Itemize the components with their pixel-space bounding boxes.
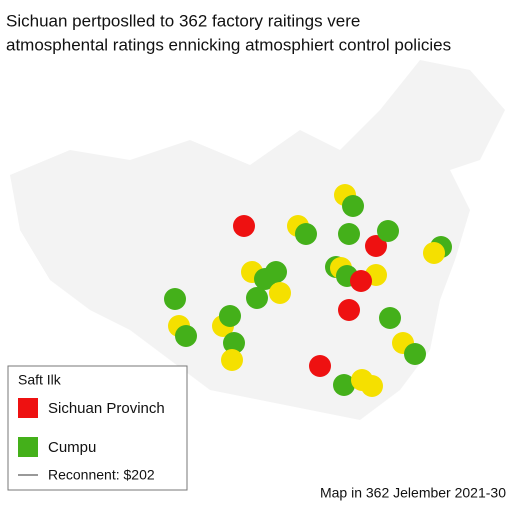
site-dot: [265, 261, 287, 283]
site-dot: [246, 287, 268, 309]
land: [10, 60, 505, 420]
site-dot: [379, 307, 401, 329]
dots: [164, 184, 452, 397]
title-line: Sichuan pertposlled to 362 factory raiti…: [6, 11, 360, 30]
site-dot: [423, 242, 445, 264]
site-dot: [342, 195, 364, 217]
site-dot: [164, 288, 186, 310]
legend-label: Reconnent: $202: [48, 467, 155, 483]
site-dot: [309, 355, 331, 377]
site-dot: [233, 215, 255, 237]
site-dot: [377, 220, 399, 242]
site-dot: [338, 223, 360, 245]
legend-label: Cumpu: [48, 439, 96, 456]
site-dot: [175, 325, 197, 347]
site-dot: [338, 299, 360, 321]
site-dot: [365, 235, 387, 257]
legend-box: [7, 365, 188, 491]
legend-swatch: [18, 437, 38, 457]
site-dot: [269, 282, 291, 304]
site-dot: [221, 349, 243, 371]
site-dot: [361, 375, 383, 397]
site-dot: [295, 223, 317, 245]
site-dot: [350, 270, 372, 292]
site-dot: [219, 305, 241, 327]
site-dot: [223, 332, 245, 354]
legend-title: Saft Ilk: [18, 372, 62, 388]
title-line: atmosphental ratings ennicking atmosphie…: [6, 35, 451, 54]
legend-swatch: [18, 398, 38, 418]
site-dot: [333, 374, 355, 396]
legend-label: Sichuan Provinch: [48, 400, 165, 417]
footer: Map in 362 Jelember 2021-30: [320, 485, 506, 501]
site-dot: [404, 343, 426, 365]
